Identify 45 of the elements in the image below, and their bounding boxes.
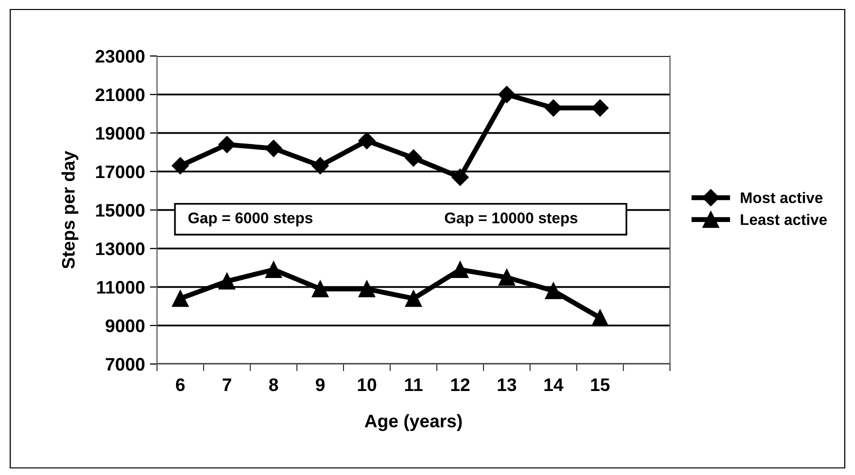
y-tick-label: 21000 [96, 88, 144, 102]
y-tick-label: 17000 [96, 165, 144, 178]
y-tick-label: 13000 [96, 242, 144, 256]
y-tick-label: 19000 [96, 126, 144, 140]
point [312, 280, 329, 298]
y-tick-label: 11000 [97, 280, 144, 294]
x-tick-label: 8 [269, 378, 278, 392]
point [404, 149, 422, 167]
point [498, 86, 516, 104]
point [544, 99, 562, 117]
y-tick-label: 7000 [106, 358, 144, 371]
x-tick-label: 7 [222, 378, 232, 391]
point [405, 290, 422, 307]
annotation: Gap = 10000 steps [444, 212, 578, 226]
x-axis-title: Age (years) [364, 414, 462, 432]
y-tick-label: 9000 [106, 319, 144, 332]
y-tick-label: 23000 [96, 50, 144, 63]
point [265, 261, 282, 278]
x-tick-label: 14 [544, 378, 564, 391]
point [498, 269, 516, 286]
point [591, 99, 609, 117]
x-tick-label: 11 [405, 378, 423, 391]
y-tick-label: 15000 [96, 204, 144, 217]
legend-label: Most active [740, 192, 823, 204]
point [218, 136, 236, 154]
annotation: Gap = 6000 steps [188, 212, 312, 226]
point [218, 272, 236, 290]
point [358, 132, 376, 150]
x-tick-label: 9 [316, 378, 325, 392]
point [452, 261, 468, 278]
point [452, 168, 469, 186]
point [312, 157, 329, 174]
point [172, 290, 189, 307]
point [592, 309, 608, 326]
point [358, 280, 376, 298]
point [545, 282, 562, 300]
x-tick-label: 6 [176, 378, 185, 392]
x-tick-label: 13 [498, 378, 516, 392]
x-tick-label: 10 [358, 378, 376, 392]
legend-label: Least active [740, 214, 827, 226]
y-axis-title: Steps per day [61, 150, 78, 269]
x-tick-label: 15 [591, 378, 610, 392]
point [172, 157, 189, 174]
x-tick-label: 12 [451, 378, 470, 391]
point [265, 140, 282, 157]
